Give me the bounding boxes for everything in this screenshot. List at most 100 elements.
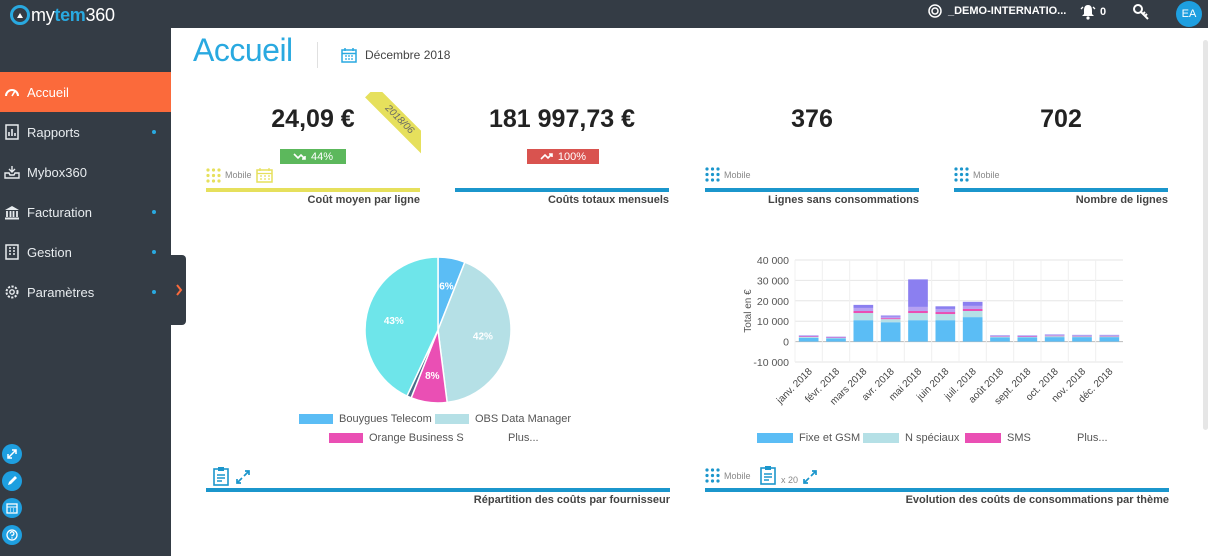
bar-segment[interactable] [908,311,928,314]
bar-segment[interactable] [935,306,956,309]
logo[interactable]: mytem360 [10,5,115,25]
bar-segment[interactable] [853,304,874,308]
bar-segment[interactable] [880,322,901,342]
bar-segment[interactable] [1072,335,1092,337]
bar-segment[interactable] [962,308,983,311]
bar-segment[interactable] [853,311,874,314]
bar-segment[interactable] [935,314,956,321]
legend-more[interactable]: Plus... [508,432,539,444]
bar-segment[interactable] [798,335,819,337]
bar-segment[interactable] [1099,335,1120,337]
bar-segment[interactable] [853,320,874,342]
legend-item[interactable]: N spéciaux [863,432,959,444]
legend-label: SMS [1007,432,1031,444]
period-selector[interactable]: Décembre 2018 [341,47,450,63]
legend-item[interactable]: Orange Business S [329,432,464,444]
legend-item[interactable]: Bouygues Telecom [299,413,432,425]
bar-segment[interactable] [880,318,901,320]
sidebar-item-parametres[interactable]: Paramètres [0,272,171,312]
bar-segment[interactable] [1017,336,1038,338]
bar-segment[interactable] [935,308,956,313]
edit-button[interactable] [2,471,22,491]
bar-segment[interactable] [962,317,983,342]
bar-segment[interactable] [1099,334,1120,336]
bar-segment[interactable] [798,336,819,338]
expand-icon[interactable] [802,469,818,485]
sidebar-toggle[interactable] [171,255,186,325]
bar-segment[interactable] [990,336,1010,338]
bar-segment[interactable] [880,319,901,323]
clipboard-icon[interactable] [758,465,778,485]
calendar-icon[interactable] [255,167,273,183]
legend-item[interactable]: OBS Data Manager [435,413,571,425]
help-button[interactable] [2,525,22,545]
key-button[interactable] [1132,3,1150,26]
bar-segment[interactable] [935,320,956,342]
bar-segment[interactable] [880,315,901,317]
bar-segment[interactable] [1072,335,1092,336]
bar-segment[interactable] [1099,336,1120,338]
mobile-tag-label: Mobile [973,169,1000,180]
bar-segment[interactable] [853,307,874,311]
expand-button[interactable] [2,444,22,464]
pie-slice[interactable] [437,261,512,404]
bar-segment[interactable] [1099,337,1120,342]
bar-segment[interactable] [1099,335,1120,336]
bar-segment[interactable] [935,312,956,315]
bar-segment[interactable] [826,337,846,339]
bar-segment[interactable] [1017,335,1038,337]
legend-item[interactable]: Fixe et GSM [757,432,860,444]
bar-segment[interactable] [1072,336,1092,338]
bar-segment[interactable] [1044,335,1065,337]
avatar[interactable]: EA [1176,1,1202,27]
notifications-button[interactable]: 0 [1080,3,1106,21]
key-icon [1133,4,1149,20]
expand-icon[interactable] [235,469,251,485]
bar-segment[interactable] [1044,337,1065,342]
bar-segment[interactable] [798,337,819,342]
bar-segment[interactable] [1072,334,1092,336]
bar-segment[interactable] [826,338,846,342]
legend-more[interactable]: Plus... [1077,432,1108,444]
bar-segment[interactable] [1044,334,1065,335]
bar-segment[interactable] [826,336,846,338]
pie-slice[interactable] [364,256,439,398]
bar-segment[interactable] [1017,336,1038,338]
sidebar-item-accueil[interactable]: Accueil [0,72,171,112]
pie-chart: 6% 42% 8% 43% [364,256,512,404]
bar-segment[interactable] [1072,337,1092,342]
bar-segment[interactable] [853,313,874,321]
bar-segment[interactable] [990,335,1010,337]
sidebar-item-rapports[interactable]: Rapports [0,112,171,152]
sidebar-item-gestion[interactable]: Gestion [0,232,171,272]
bar-segment[interactable] [798,336,819,338]
bar-segment[interactable] [1044,334,1065,336]
scrollbar[interactable] [1203,40,1208,430]
bar-segment[interactable] [990,337,1010,342]
bar-segment[interactable] [1044,335,1065,338]
bar-segment[interactable] [908,279,928,307]
kpi-unused-lines-value: 376 [791,105,833,133]
sidebar-item-mybox360[interactable]: Mybox360 [0,152,171,192]
bar-segment[interactable] [962,311,983,318]
bar-segment[interactable] [908,306,928,311]
bar-segment[interactable] [962,301,983,306]
calendar-button[interactable] [2,498,22,518]
bar-segment[interactable] [990,335,1010,336]
submenu-indicator [152,250,156,254]
bar-segment[interactable] [908,320,928,342]
bar-segment[interactable] [798,335,819,336]
bar-segment[interactable] [990,336,1010,337]
bar-segment[interactable] [908,313,928,321]
bar-segment[interactable] [1017,335,1038,336]
bar-segment[interactable] [880,316,901,319]
bar-segment[interactable] [826,337,846,339]
bar-segment[interactable] [826,337,846,338]
account-selector[interactable]: _DEMO-INTERNATIO... [928,4,1066,18]
clipboard-icon[interactable] [211,466,231,486]
sidebar-item-facturation[interactable]: Facturation [0,192,171,232]
sidebar-item-label: Paramètres [27,284,95,300]
bar-segment[interactable] [962,305,983,309]
bar-segment[interactable] [1017,337,1038,342]
legend-item[interactable]: SMS [965,432,1031,444]
